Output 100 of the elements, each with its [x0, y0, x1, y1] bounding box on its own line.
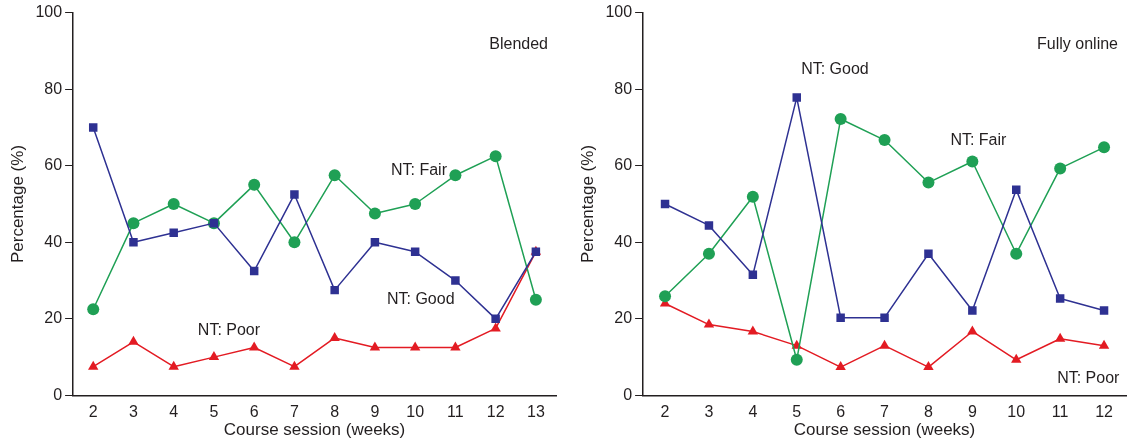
x-tick-label: 5	[209, 403, 219, 421]
point	[923, 361, 934, 371]
point	[449, 169, 462, 182]
x-tick-label: 2	[88, 403, 98, 421]
x-tick-label: 11	[1051, 403, 1069, 421]
point	[922, 176, 935, 189]
y-axis-title: Percentage (%)	[577, 144, 597, 264]
series-label: NT: Good	[801, 60, 869, 78]
x-tick-label: 3	[704, 403, 714, 421]
point	[1054, 162, 1067, 175]
annotation: Fully online	[1037, 35, 1119, 53]
point	[330, 285, 339, 295]
point	[703, 318, 715, 328]
point	[128, 335, 139, 345]
y-tick-label: 40	[614, 232, 633, 250]
point	[168, 360, 179, 370]
x-tick-label: 12	[1095, 403, 1114, 421]
series-label: NT: Poor	[1057, 368, 1121, 386]
point	[451, 276, 460, 285]
point	[288, 236, 301, 249]
point	[489, 150, 502, 163]
point	[924, 249, 933, 259]
point	[248, 178, 261, 191]
series-label: NT: Fair	[950, 131, 1008, 149]
point	[702, 247, 715, 260]
point	[491, 314, 500, 324]
x-tick-label: 6	[249, 403, 259, 421]
y-tick-label: 40	[44, 232, 63, 250]
point	[1011, 353, 1022, 363]
point	[409, 341, 421, 351]
point	[368, 207, 381, 220]
x-tick-label: 7	[880, 403, 890, 421]
annotation: Blended	[489, 35, 548, 53]
y-tick-label: 100	[35, 3, 63, 21]
x-tick-label: 10	[406, 403, 425, 421]
point	[369, 341, 381, 351]
y-tick-label: 20	[614, 309, 633, 327]
point	[328, 169, 341, 182]
x-tick-label: 6	[836, 403, 846, 421]
point	[289, 360, 300, 370]
point	[1055, 294, 1065, 303]
x-tick-label: 10	[1007, 403, 1026, 421]
y-tick-label: 0	[623, 385, 633, 403]
x-tick-label: 13	[526, 403, 545, 421]
point	[879, 339, 890, 349]
x-tick-label: 2	[660, 403, 670, 421]
x-tick-label: 7	[289, 403, 299, 421]
point	[835, 361, 846, 371]
point	[529, 293, 542, 306]
y-tick-label: 0	[53, 385, 63, 403]
y-axis-title: Percentage (%)	[7, 144, 27, 264]
point	[1010, 247, 1023, 260]
point	[87, 303, 100, 316]
point	[1098, 339, 1110, 349]
x-tick-label: 11	[447, 403, 464, 421]
point	[450, 341, 461, 351]
point	[88, 123, 98, 132]
x-tick-label: 5	[792, 403, 802, 421]
x-tick-label: 3	[129, 403, 139, 421]
point	[968, 306, 977, 315]
y-tick-label: 80	[44, 79, 63, 97]
point	[248, 341, 260, 351]
point	[370, 238, 380, 247]
x-tick-label: 8	[330, 403, 340, 421]
point	[966, 155, 979, 168]
point	[792, 93, 801, 102]
point	[878, 134, 891, 147]
y-tick-label: 80	[614, 79, 633, 97]
point	[127, 217, 140, 230]
x-tick-label: 8	[923, 403, 933, 421]
x-tick-label: 4	[169, 403, 179, 421]
series-label: NT: Fair	[391, 161, 448, 179]
point	[88, 360, 99, 370]
point	[129, 238, 138, 247]
y-tick-label: 60	[614, 156, 633, 174]
x-tick-label: 9	[370, 403, 380, 421]
point	[836, 313, 845, 322]
x-tick-label: 9	[967, 403, 977, 421]
x-tick-label: 4	[748, 403, 758, 421]
series-label: NT: Good	[386, 290, 455, 308]
point	[704, 221, 714, 230]
point	[659, 290, 672, 303]
x-axis-title: Course session (weeks)	[223, 420, 406, 440]
point	[746, 190, 759, 203]
x-axis-title: Course session (weeks)	[793, 420, 976, 440]
point	[169, 228, 178, 237]
point	[790, 353, 803, 366]
point	[1099, 306, 1109, 315]
y-tick-label: 20	[44, 309, 63, 327]
point	[1054, 332, 1066, 342]
point	[208, 351, 220, 361]
point	[329, 331, 340, 341]
y-tick-label: 60	[44, 156, 63, 174]
point	[880, 313, 889, 322]
y-tick-label: 100	[605, 3, 633, 21]
point	[1098, 141, 1111, 154]
series-label: NT: Poor	[197, 320, 261, 338]
point	[290, 190, 299, 199]
point	[167, 198, 180, 210]
point	[409, 198, 422, 210]
